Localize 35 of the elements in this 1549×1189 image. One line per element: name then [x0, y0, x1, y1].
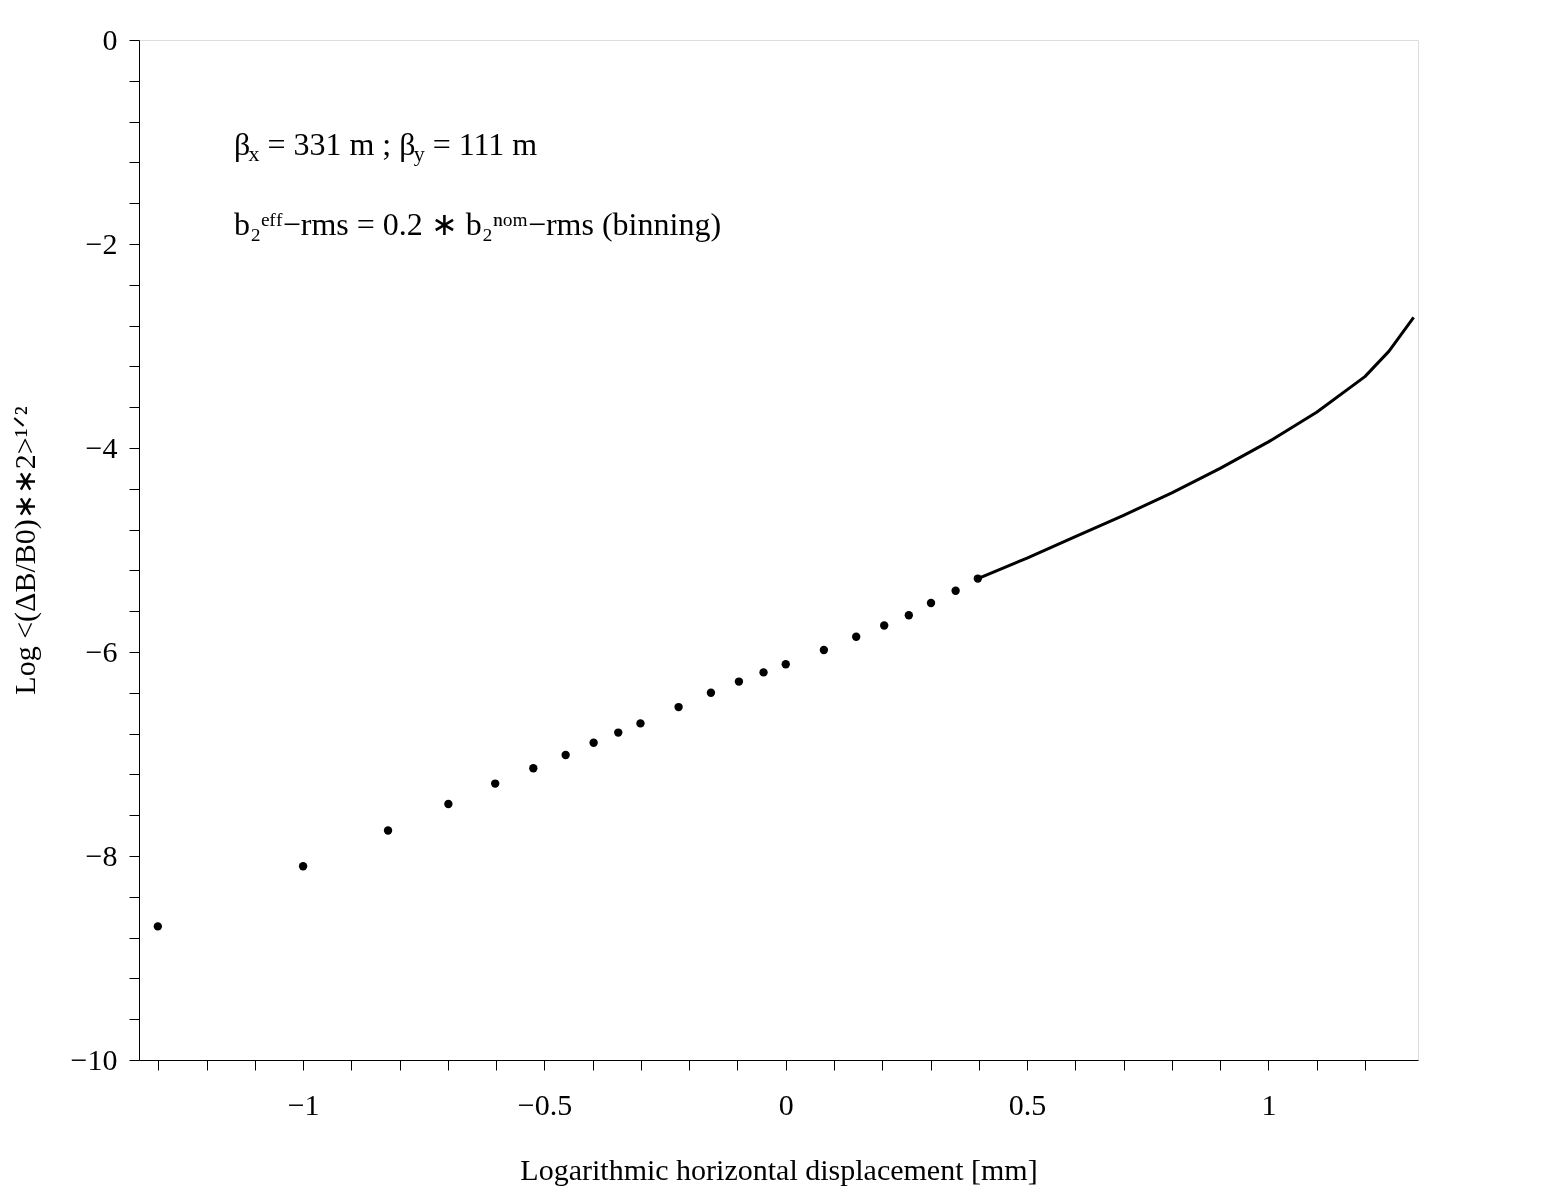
point [383, 826, 393, 835]
annotation: b₂ᵉᶠᶠ−rms = 0.2 ∗ b₂ⁿᵒᵐ−rms (binning) [234, 206, 722, 242]
point [880, 621, 889, 630]
point [706, 688, 716, 697]
point [636, 719, 645, 728]
point [674, 702, 683, 712]
point [926, 598, 936, 608]
y-tick-label: −6 [85, 634, 118, 668]
y-tick-label: −2 [85, 226, 118, 260]
point [852, 632, 861, 641]
x-axis-title: Logarithmic horizontal displacement [mm] [520, 1152, 1038, 1186]
x-tick-label: −0.5 [517, 1087, 573, 1121]
x-tick-label: 0.5 [1008, 1087, 1047, 1121]
point [589, 738, 598, 747]
point [781, 660, 790, 669]
x-tick-label: 1 [1261, 1087, 1277, 1121]
y-axis-title: Log <(ΔB/B0)∗∗2>¹ᐟ² [7, 406, 42, 695]
point [491, 779, 500, 788]
y-tick-label: 0 [102, 22, 118, 56]
point [819, 645, 829, 655]
point [614, 728, 623, 737]
point [444, 799, 453, 809]
x-tick-label: −1 [287, 1087, 320, 1121]
y-tick-label: −10 [70, 1042, 118, 1076]
point [759, 668, 768, 677]
x-tick-label: 0 [778, 1087, 794, 1121]
point [529, 764, 538, 773]
point [904, 611, 913, 620]
point [153, 922, 163, 931]
y-tick-label: −4 [85, 430, 118, 464]
y-tick-label: −8 [85, 838, 118, 872]
point [734, 677, 744, 686]
point [298, 862, 308, 871]
point [951, 586, 960, 595]
point [561, 750, 570, 760]
